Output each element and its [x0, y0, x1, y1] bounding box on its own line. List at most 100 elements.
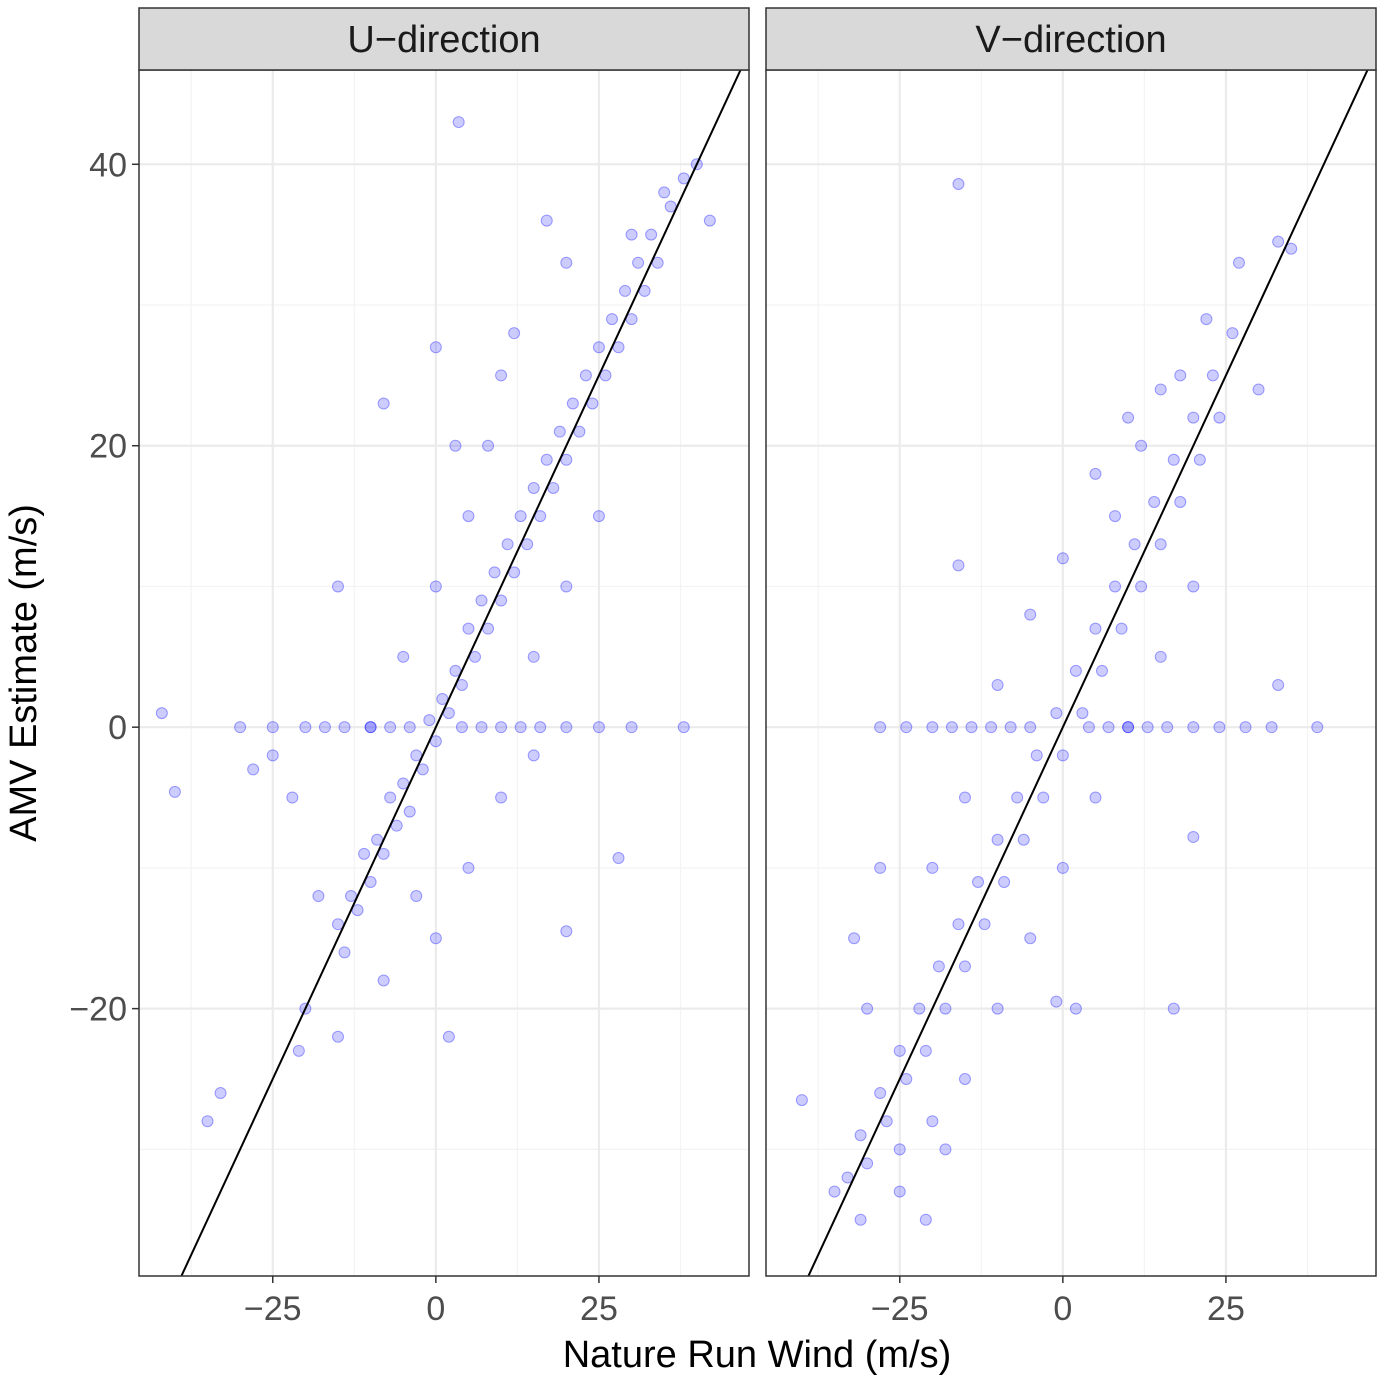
data-point	[828, 1185, 841, 1198]
data-point	[1109, 580, 1122, 593]
data-point	[592, 510, 605, 523]
data-point	[1161, 721, 1174, 734]
facet-strip	[138, 7, 750, 71]
data-point	[958, 1072, 971, 1085]
data-point	[397, 650, 410, 663]
data-point	[1122, 411, 1135, 424]
data-point	[1102, 721, 1115, 734]
data-point	[1115, 622, 1128, 635]
points-layer	[795, 177, 1324, 1226]
data-point	[893, 1044, 906, 1057]
data-point	[312, 890, 325, 903]
data-point	[384, 791, 397, 804]
data-point	[579, 369, 592, 382]
data-point	[514, 510, 527, 523]
data-point	[540, 214, 553, 227]
data-point	[331, 580, 344, 593]
data-point	[1050, 995, 1063, 1008]
data-point	[991, 833, 1004, 846]
data-point	[566, 397, 579, 410]
data-point	[1206, 369, 1219, 382]
data-point	[429, 341, 442, 354]
data-point	[527, 650, 540, 663]
data-point	[592, 341, 605, 354]
data-point	[318, 721, 331, 734]
data-point	[1017, 833, 1030, 846]
x-tick-label: 25	[1207, 1290, 1245, 1328]
data-point	[848, 932, 861, 945]
y-tick-label: 40	[89, 146, 127, 184]
data-point	[560, 721, 573, 734]
data-point	[482, 439, 495, 452]
data-point	[299, 721, 312, 734]
data-point	[893, 1143, 906, 1156]
data-point	[1056, 749, 1069, 762]
data-point	[592, 721, 605, 734]
data-point	[495, 721, 508, 734]
data-point	[560, 925, 573, 938]
data-point	[403, 805, 416, 818]
identity-line	[180, 70, 742, 1276]
data-point	[1056, 861, 1069, 874]
data-point	[455, 721, 468, 734]
data-point	[625, 721, 638, 734]
data-point	[861, 1002, 874, 1015]
data-point	[932, 960, 945, 973]
data-point	[1226, 327, 1239, 340]
data-point	[1232, 256, 1245, 269]
data-point	[1030, 749, 1043, 762]
data-point	[1122, 721, 1135, 734]
y-tick-label: −20	[69, 991, 127, 1029]
data-point	[952, 177, 965, 190]
data-point	[403, 721, 416, 734]
data-point	[1148, 496, 1161, 509]
data-point	[703, 214, 716, 227]
data-point	[429, 932, 442, 945]
data-point	[462, 622, 475, 635]
data-point	[560, 256, 573, 269]
data-point	[945, 721, 958, 734]
data-point	[1024, 608, 1037, 621]
data-point	[384, 721, 397, 734]
data-point	[1167, 453, 1180, 466]
data-point	[991, 678, 1004, 691]
data-point	[462, 861, 475, 874]
data-point	[292, 1044, 305, 1057]
data-point	[1265, 721, 1278, 734]
data-point	[527, 481, 540, 494]
y-tick-label: 20	[89, 428, 127, 466]
data-point	[1187, 580, 1200, 593]
data-point	[926, 861, 939, 874]
data-point	[1213, 411, 1226, 424]
data-point	[1128, 538, 1141, 551]
data-point	[449, 439, 462, 452]
data-point	[338, 721, 351, 734]
data-point	[553, 425, 566, 438]
data-point	[985, 721, 998, 734]
data-point	[1174, 496, 1187, 509]
data-point	[1239, 721, 1252, 734]
data-point	[854, 1129, 867, 1142]
data-point	[1167, 1002, 1180, 1015]
data-point	[1082, 721, 1095, 734]
data-point	[495, 791, 508, 804]
data-point	[874, 1087, 887, 1100]
x-axis-title: Nature Run Wind (m/s)	[563, 1334, 952, 1376]
data-point	[1056, 552, 1069, 565]
data-point	[1154, 538, 1167, 551]
panel-u: U−direction −25 0 25 −20 0 20 40	[69, 7, 750, 1328]
data-point	[1076, 707, 1089, 720]
data-point	[893, 1185, 906, 1198]
data-point	[1011, 791, 1024, 804]
data-point	[266, 721, 279, 734]
data-point	[632, 256, 645, 269]
data-point	[429, 580, 442, 593]
facet-title: V−direction	[975, 19, 1166, 61]
data-point	[658, 186, 671, 199]
data-point	[475, 594, 488, 607]
data-point	[854, 1213, 867, 1226]
data-point	[1311, 721, 1324, 734]
data-point	[952, 559, 965, 572]
data-point	[1089, 622, 1102, 635]
data-point	[913, 1002, 926, 1015]
